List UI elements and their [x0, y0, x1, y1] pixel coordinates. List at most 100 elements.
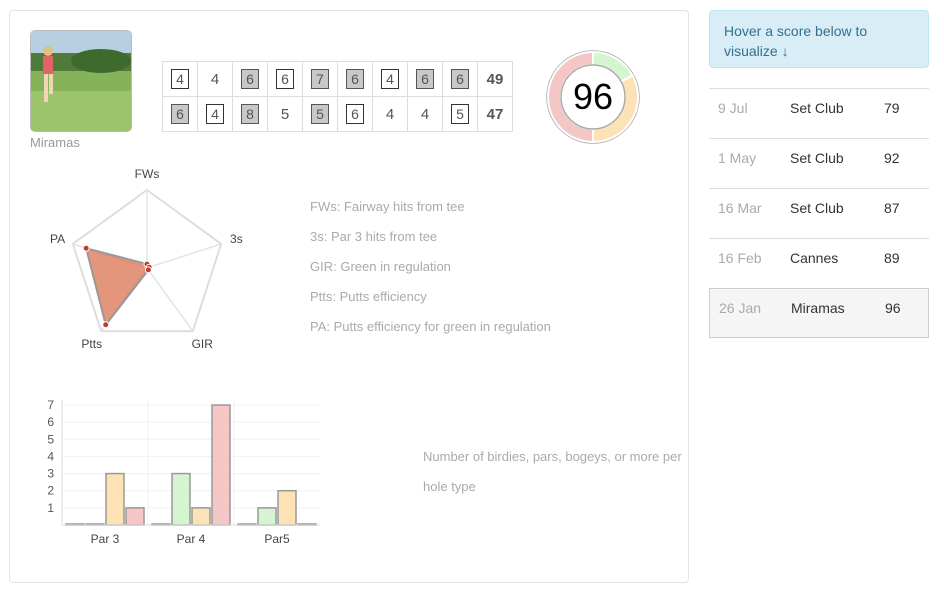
- hole-score: 7: [311, 69, 329, 89]
- round-score: 96: [885, 300, 901, 316]
- hole-score-cell: 8: [232, 96, 268, 132]
- bar: [105, 472, 125, 526]
- round-row[interactable]: 16 Mar Set Club 87: [709, 188, 929, 238]
- hole-score: 5: [311, 104, 329, 124]
- round-date: 9 Jul: [718, 100, 748, 116]
- round-row[interactable]: 1 May Set Club 92: [709, 138, 929, 188]
- bar-category-label: Par 3: [91, 532, 120, 546]
- radar-point: [102, 321, 110, 329]
- bar: [257, 507, 277, 526]
- hole-score-cell: 4: [372, 61, 408, 97]
- radar-axis-label: FWs: [135, 167, 160, 181]
- bar-y-tick: 4: [47, 449, 54, 463]
- radar-axis-label: 3s: [230, 232, 243, 246]
- hole-score: 4: [385, 105, 395, 123]
- round-club: Set Club: [790, 200, 844, 216]
- radar-chart: FWs 3s GIR Ptts PA: [50, 167, 243, 351]
- bar: [171, 472, 191, 526]
- bar-y-tick: 7: [47, 398, 54, 412]
- scorecard-row: 6 4 8 5 5 6 4 4 5 47: [162, 96, 513, 132]
- bar-y-tick: 3: [47, 467, 54, 481]
- round-date: 26 Jan: [719, 300, 762, 316]
- bar: [191, 507, 211, 526]
- nine-total: 49: [477, 61, 513, 97]
- radar-legend: FWs: Fairway hits from tee 3s: Par 3 hit…: [310, 197, 551, 347]
- legend-gir: GIR: Green in regulation: [310, 259, 451, 274]
- round-club: Miramas: [791, 300, 845, 316]
- hole-score: 8: [241, 104, 259, 124]
- round-date: 16 Mar: [718, 200, 762, 216]
- hole-score: 6: [276, 69, 294, 89]
- round-score: 96: [572, 76, 614, 117]
- round-club: Cannes: [790, 250, 839, 266]
- hover-hint: Hover a score below to visualize ↓: [709, 10, 929, 68]
- bar-chart-caption: Number of birdies, pars, bogeys, or more…: [423, 449, 682, 494]
- hole-score: 5: [280, 105, 290, 123]
- hole-score-cell: 4: [372, 96, 408, 132]
- round-date: 1 May: [718, 150, 757, 166]
- bar-category-label: Par5: [264, 532, 290, 546]
- hole-score-cell: 5: [442, 96, 478, 132]
- bar-y-tick: 6: [47, 415, 54, 429]
- radar-point: [144, 266, 152, 274]
- bar-y-tick: 2: [47, 484, 54, 498]
- hole-score: 6: [416, 69, 434, 89]
- bar-y-tick: 5: [47, 432, 54, 446]
- hole-score: 6: [171, 104, 189, 124]
- legend-ptts: Ptts: Putts efficiency: [310, 289, 427, 304]
- round-row[interactable]: 9 Jul Set Club 79: [709, 88, 929, 138]
- donut-center: [560, 64, 626, 130]
- hole-score-cell: 6: [337, 96, 373, 132]
- scorecard-table: 4 4 6 6 7 6 4 6 6 49 6 4 8 5 5 6 4 4 5 47: [162, 61, 513, 132]
- legend-3s: 3s: Par 3 hits from tee: [310, 229, 438, 244]
- bar: [211, 404, 231, 526]
- hole-score: 4: [381, 69, 399, 89]
- hole-score-cell: 5: [267, 96, 303, 132]
- rounds-list: 9 Jul Set Club 79 1 May Set Club 92 16 M…: [709, 88, 929, 338]
- radar-axis-label: GIR: [192, 337, 214, 351]
- hole-score: 4: [420, 105, 430, 123]
- hole-score-cell: 4: [197, 96, 233, 132]
- radar-axis: [146, 267, 194, 332]
- hole-score-cell: 7: [302, 61, 338, 97]
- hole-score-cell: 4: [407, 96, 443, 132]
- legend-pa: PA: Putts efficiency for green in regula…: [310, 319, 551, 334]
- hole-score-cell: 6: [442, 61, 478, 97]
- round-score: 79: [884, 100, 900, 116]
- hole-score: 6: [346, 69, 364, 89]
- hole-score: 5: [451, 104, 469, 124]
- round-row-selected[interactable]: 26 Jan Miramas 96: [709, 288, 929, 338]
- hole-score-cell: 6: [407, 61, 443, 97]
- course-photo: [30, 30, 132, 132]
- hole-score-cell: 6: [337, 61, 373, 97]
- course-name: Miramas: [30, 135, 80, 150]
- radar-point: [82, 244, 90, 252]
- hole-score: 4: [210, 70, 220, 88]
- radar-axis-label: PA: [50, 232, 65, 246]
- round-club: Set Club: [790, 150, 844, 166]
- nine-total: 47: [477, 96, 513, 132]
- hole-score-cell: 6: [162, 96, 198, 132]
- hole-score: 4: [206, 104, 224, 124]
- hole-score-cell: 4: [197, 61, 233, 97]
- hole-score-cell: 6: [267, 61, 303, 97]
- hole-type-bar-chart: 1 2 3 4 5 6 7 Par 3 Par 4 Par5: [47, 398, 320, 546]
- hole-score: 4: [171, 69, 189, 89]
- round-date: 16 Feb: [718, 250, 762, 266]
- round-club: Set Club: [790, 100, 844, 116]
- hole-score-cell: 5: [302, 96, 338, 132]
- hole-score: 6: [451, 69, 469, 89]
- round-score: 87: [884, 200, 900, 216]
- bar: [277, 489, 297, 526]
- hole-score: 6: [346, 104, 364, 124]
- bar-y-tick: 1: [47, 501, 54, 515]
- hole-score-cell: 4: [162, 61, 198, 97]
- scorecard-row: 4 4 6 6 7 6 4 6 6 49: [162, 61, 513, 97]
- bar-category-label: Par 4: [177, 532, 206, 546]
- hole-score: 6: [241, 69, 259, 89]
- legend-fws: FWs: Fairway hits from tee: [310, 199, 465, 214]
- radar-grid: [71, 188, 223, 333]
- round-score: 89: [884, 250, 900, 266]
- score-donut: [546, 50, 640, 144]
- round-row[interactable]: 16 Feb Cannes 89: [709, 238, 929, 288]
